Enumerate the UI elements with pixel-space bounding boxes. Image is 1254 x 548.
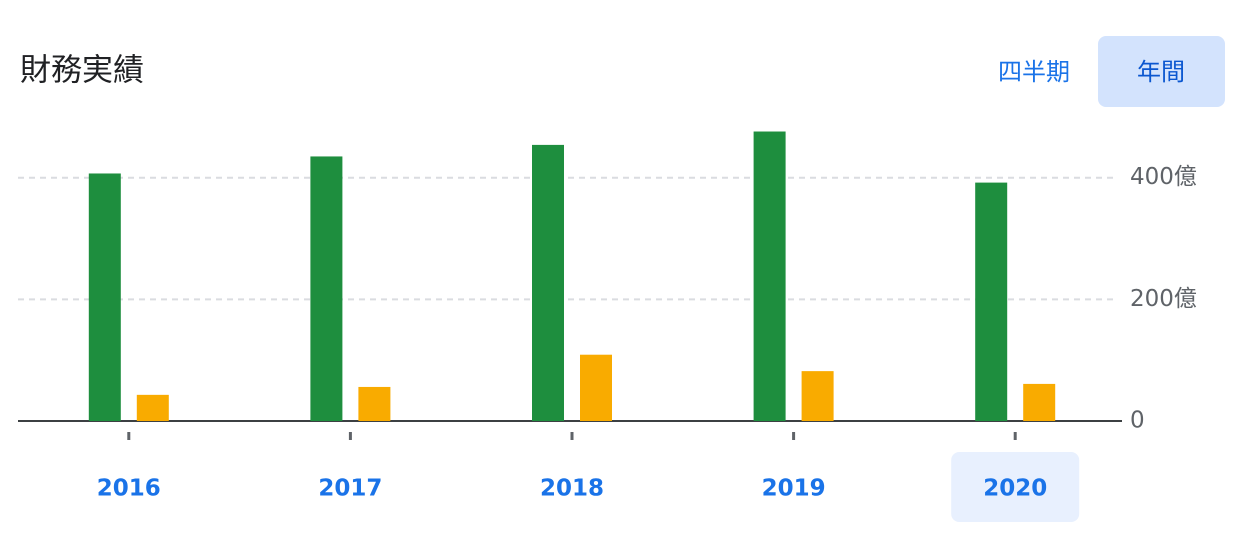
tab-background[interactable]: [1098, 36, 1225, 107]
y-tick-label: 0: [1130, 408, 1145, 434]
y-tick-label: 400億: [1130, 164, 1197, 190]
bar: [1023, 383, 1056, 421]
bar: [532, 144, 564, 422]
bar: [88, 173, 121, 421]
tab-button[interactable]: 四半期: [998, 58, 1070, 86]
bar: [136, 394, 169, 421]
x-tick-label[interactable]: 2019: [762, 476, 826, 502]
tab-button[interactable]: 年間: [1137, 58, 1185, 86]
x-tick-label[interactable]: 2016: [97, 476, 161, 502]
chart-title: 財務実績: [20, 53, 144, 89]
bar: [310, 156, 343, 421]
x-tick-label[interactable]: 2017: [318, 476, 382, 502]
bar: [358, 386, 391, 421]
bar: [753, 131, 786, 421]
y-tick-label: 200億: [1130, 286, 1197, 312]
bar: [975, 182, 1008, 421]
selected-category-background[interactable]: [951, 452, 1080, 522]
x-tick-label[interactable]: 2018: [540, 476, 604, 502]
bar: [801, 371, 834, 421]
x-tick-label[interactable]: 2020: [983, 476, 1047, 502]
bar: [580, 354, 612, 421]
